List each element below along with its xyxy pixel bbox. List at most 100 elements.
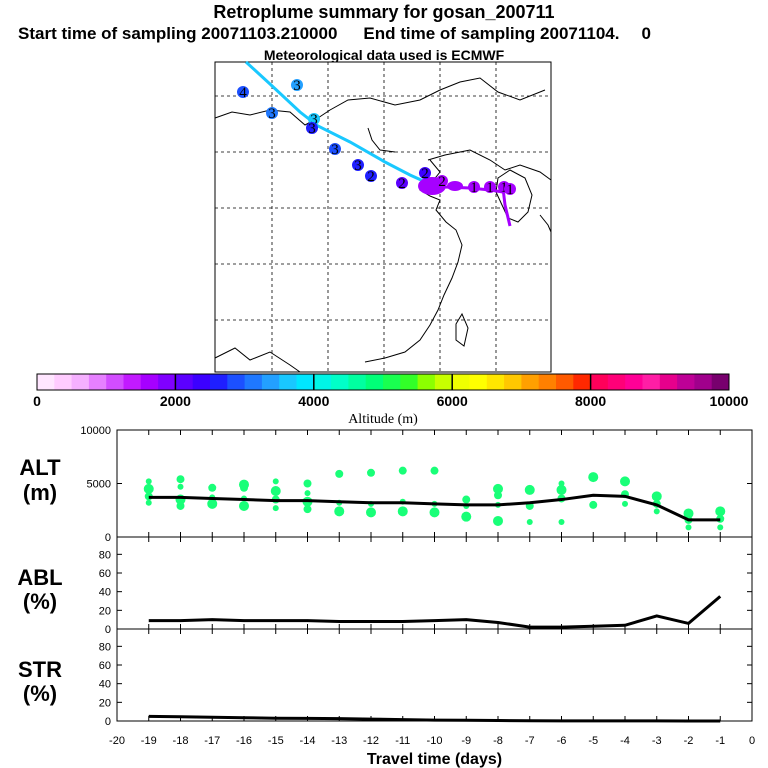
trajectory-marker-label: 4 (239, 85, 247, 101)
colorbar-swatch (296, 374, 315, 390)
x-tick-label: -2 (684, 735, 694, 747)
trajectory-marker-dot (365, 170, 377, 182)
altitude-scatter-point (270, 485, 281, 496)
map-frame (214, 61, 552, 373)
colorbar-swatch (434, 374, 453, 390)
altitude-scatter-point (304, 490, 311, 497)
met-data-label: Meteorological data used is ECMWF (263, 47, 505, 63)
altitude-scatter-point (397, 506, 408, 517)
panel-yunit: (%) (23, 589, 57, 614)
altitude-scatter-point (366, 507, 376, 518)
colorbar-swatch (538, 374, 557, 390)
trajectory-tail (501, 187, 512, 227)
x-tick-label: -19 (141, 735, 157, 747)
colorbar-swatch (694, 374, 713, 390)
sampling-times: Start time of sampling 20071103.210000 En… (18, 24, 768, 44)
altitude-scatter-point (717, 524, 724, 531)
colorbar-swatch (175, 374, 194, 390)
altitude-scatter-point (272, 478, 279, 485)
colorbar-swatch (504, 374, 522, 390)
trajectory-marker-dot (484, 181, 496, 193)
altitude-scatter-point (272, 505, 279, 512)
trajectory-marker-dot (266, 107, 278, 119)
colorbar-swatch (210, 374, 228, 390)
colorbar-swatch (192, 374, 211, 390)
colorbar-swatch (677, 374, 695, 390)
trajectory-marker-dot (468, 181, 480, 193)
altitude-scatter-point (461, 511, 472, 522)
colorbar-swatch (37, 374, 55, 390)
altitude-scatter-point (334, 506, 345, 517)
altitude-scatter-point (558, 519, 565, 526)
x-tick-label: -1 (715, 735, 725, 747)
x-axis-label: Travel time (days) (367, 751, 502, 768)
altitude-scatter-point (303, 505, 312, 514)
altitude-scatter-point (239, 500, 249, 511)
colorbar-swatch (607, 374, 626, 390)
trajectory-marker-label: 3 (354, 158, 362, 174)
x-tick-label: -8 (493, 735, 503, 747)
x-tick-label: -3 (652, 735, 662, 747)
colorbar-swatch (521, 374, 540, 390)
altitude-colorbar: 0 2000 4000 6000 8000 10000 Altitude (m) (33, 373, 749, 427)
altitude-scatter-point (143, 483, 154, 494)
altitude-scatter-point (685, 524, 692, 531)
y-tick-label: 0 (105, 716, 111, 728)
altitude-scatter-point (493, 483, 503, 494)
colorbar-swatch (123, 374, 142, 390)
colorbar-swatch (452, 374, 470, 390)
colorbar-frame (36, 373, 730, 391)
altitude-scatter-point (524, 484, 535, 495)
trajectory-marker-dot (308, 113, 320, 125)
altitude-scatter-point (430, 466, 439, 475)
colorbar-swatch (106, 374, 124, 390)
panel-ylabel: ABL (17, 565, 62, 590)
trajectory-marker-dot (306, 122, 318, 134)
trajectory-marker-dot (329, 143, 341, 155)
x-tick-label: -15 (268, 735, 284, 747)
altitude-scatter-point (303, 479, 312, 488)
altitude-scatter-point (176, 475, 185, 484)
y-tick-label: 40 (99, 679, 111, 691)
colorbar-tick-label: 10000 (710, 393, 749, 409)
colorbar-swatch (88, 374, 107, 390)
y-tick-label: 0 (105, 624, 111, 636)
altitude-scatter-point (526, 519, 533, 526)
colorbar-swatch (556, 374, 574, 390)
y-tick-label: 40 (99, 587, 111, 599)
panel-ylabel: STR (18, 657, 62, 682)
altitude-scatter-point (558, 480, 565, 487)
colorbar-tick-label: 0 (33, 393, 41, 409)
colorbar-tick-label: 8000 (575, 393, 606, 409)
trajectory-marker-label: 1 (470, 180, 478, 196)
trajectory-marker-label: 2 (398, 176, 406, 192)
altitude-scatter-point (145, 499, 152, 506)
y-tick-label: 5000 (87, 479, 111, 491)
trajectory-marker-label: 3 (293, 78, 301, 94)
trajectory-marker-label: 3 (331, 142, 339, 158)
altitude-scatter-point (620, 476, 630, 487)
panel-frame (116, 628, 753, 722)
x-tick-label: 0 (749, 735, 755, 747)
trajectory-marker-label: 2 (367, 169, 375, 185)
x-tick-label: -6 (557, 735, 567, 747)
colorbar-swatch (469, 374, 488, 390)
chart-title: Retroplume summary for gosan_200711 (213, 2, 555, 22)
colorbar-swatch (417, 374, 436, 390)
series-line-str (148, 714, 721, 723)
y-tick-label: 60 (99, 660, 111, 672)
x-tick-label: -5 (588, 735, 598, 747)
start-time-label: Start time of sampling 20071103.210000 (18, 24, 338, 43)
altitude-scatter-point (493, 515, 503, 526)
altitude-scatter-point (429, 507, 440, 518)
panel-abl: 80 60 40 20 0 ABL(%) (17, 536, 753, 636)
trajectory-marker-dot (504, 183, 516, 195)
altitude-scatter-point (367, 468, 375, 477)
altitude-scatter-point (683, 508, 694, 519)
altitude-scatter-point (207, 498, 218, 509)
x-tick-label: -17 (204, 735, 220, 747)
colorbar-swatch (279, 374, 297, 390)
map-grid (215, 62, 551, 372)
y-tick-label: 60 (99, 568, 111, 580)
